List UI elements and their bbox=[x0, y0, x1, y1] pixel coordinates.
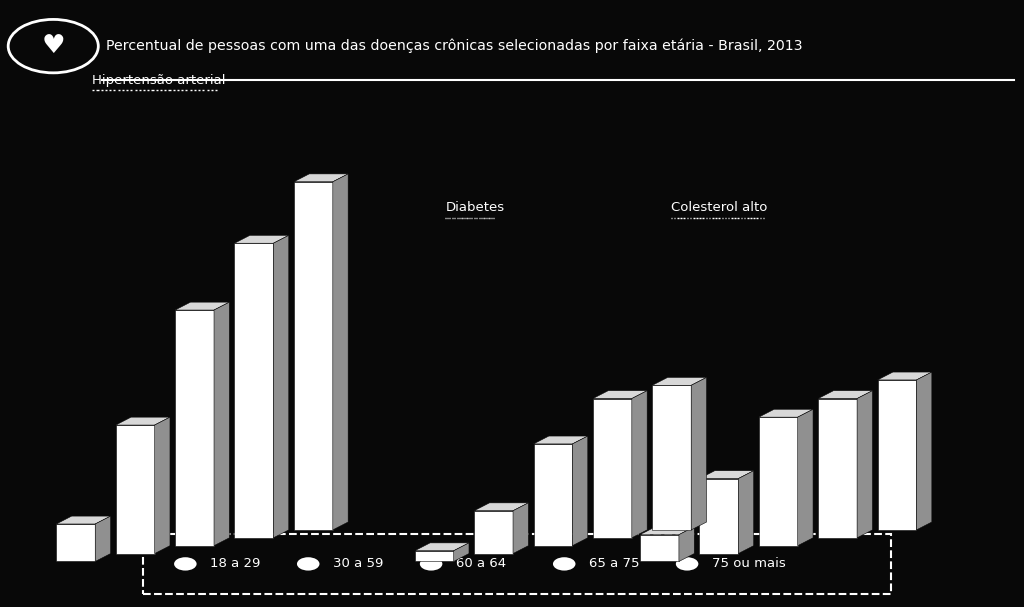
Polygon shape bbox=[679, 527, 694, 561]
Polygon shape bbox=[513, 503, 528, 554]
Polygon shape bbox=[878, 380, 916, 530]
Polygon shape bbox=[699, 470, 754, 478]
Circle shape bbox=[420, 557, 442, 571]
Polygon shape bbox=[234, 236, 289, 243]
Polygon shape bbox=[294, 174, 348, 181]
Polygon shape bbox=[593, 391, 647, 399]
Polygon shape bbox=[333, 174, 348, 530]
Circle shape bbox=[297, 557, 319, 571]
Polygon shape bbox=[632, 391, 647, 538]
Polygon shape bbox=[534, 444, 572, 546]
Text: 65 a 75: 65 a 75 bbox=[589, 557, 639, 571]
Text: 60 a 64: 60 a 64 bbox=[456, 557, 506, 571]
Polygon shape bbox=[738, 470, 754, 554]
Polygon shape bbox=[294, 181, 333, 530]
Polygon shape bbox=[759, 417, 798, 546]
Polygon shape bbox=[640, 535, 679, 561]
Polygon shape bbox=[116, 417, 170, 425]
Text: Colesterol alto: Colesterol alto bbox=[671, 202, 767, 214]
Polygon shape bbox=[759, 409, 813, 417]
Polygon shape bbox=[652, 385, 691, 530]
Polygon shape bbox=[234, 243, 273, 538]
Polygon shape bbox=[798, 409, 813, 546]
Polygon shape bbox=[95, 516, 111, 561]
Polygon shape bbox=[474, 503, 528, 510]
Polygon shape bbox=[818, 391, 872, 399]
Polygon shape bbox=[534, 436, 588, 444]
Polygon shape bbox=[857, 391, 872, 538]
Polygon shape bbox=[916, 372, 932, 530]
Text: 30 a 59: 30 a 59 bbox=[333, 557, 383, 571]
Polygon shape bbox=[56, 524, 95, 561]
Polygon shape bbox=[699, 478, 738, 554]
Polygon shape bbox=[454, 543, 469, 561]
Text: Percentual de pessoas com uma das doenças crônicas selecionadas por faixa etária: Percentual de pessoas com uma das doença… bbox=[106, 39, 803, 53]
Polygon shape bbox=[474, 510, 513, 554]
Text: 75 ou mais: 75 ou mais bbox=[712, 557, 785, 571]
Text: ♥: ♥ bbox=[41, 33, 66, 59]
Polygon shape bbox=[273, 236, 289, 538]
Polygon shape bbox=[56, 516, 111, 524]
Polygon shape bbox=[214, 302, 229, 546]
Circle shape bbox=[676, 557, 698, 571]
Polygon shape bbox=[572, 436, 588, 546]
Polygon shape bbox=[415, 543, 469, 551]
Polygon shape bbox=[818, 399, 857, 538]
Polygon shape bbox=[652, 378, 707, 385]
Polygon shape bbox=[175, 302, 229, 310]
Polygon shape bbox=[155, 417, 170, 554]
Polygon shape bbox=[175, 310, 214, 546]
Polygon shape bbox=[691, 378, 707, 530]
Polygon shape bbox=[415, 551, 454, 561]
Text: Hipertensão arterial: Hipertensão arterial bbox=[92, 74, 225, 87]
Polygon shape bbox=[640, 527, 694, 535]
Text: 18 a 29: 18 a 29 bbox=[210, 557, 260, 571]
Text: Diabetes: Diabetes bbox=[445, 202, 505, 214]
Circle shape bbox=[553, 557, 575, 571]
Polygon shape bbox=[593, 399, 632, 538]
Circle shape bbox=[174, 557, 197, 571]
Polygon shape bbox=[878, 372, 932, 380]
Polygon shape bbox=[116, 425, 155, 554]
